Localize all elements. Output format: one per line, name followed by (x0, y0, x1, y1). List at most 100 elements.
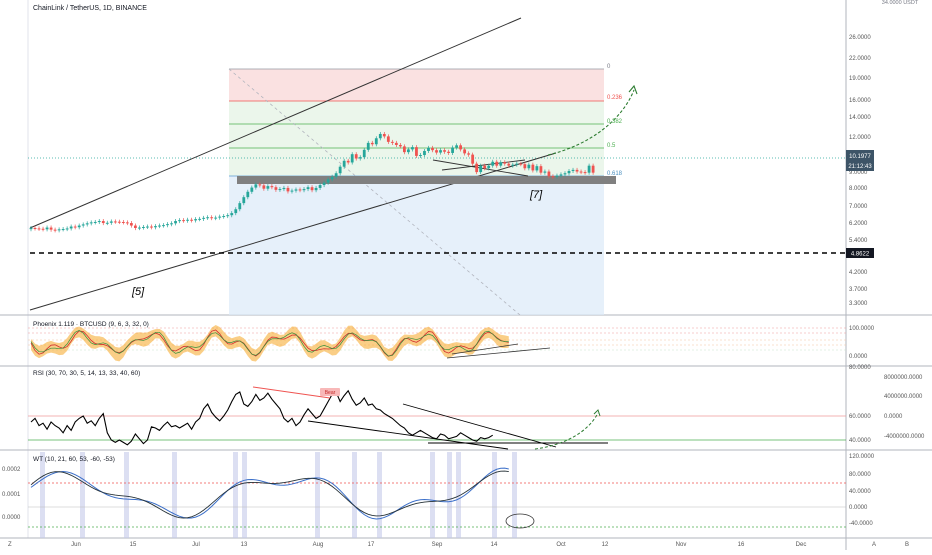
candle (202, 215, 206, 221)
candle-body (402, 146, 406, 153)
candle (97, 219, 101, 225)
rsi-indicator-pane (28, 386, 846, 450)
candle (519, 161, 523, 167)
candle (298, 187, 302, 193)
candle (142, 224, 145, 230)
candle (170, 221, 173, 227)
candle-body (234, 209, 238, 214)
candle-body (587, 165, 591, 173)
candle-body (77, 225, 81, 228)
candle (451, 145, 454, 156)
wedge-bottom-line (441, 159, 526, 171)
candle-body (190, 219, 193, 221)
projection-arrow-head (628, 84, 638, 95)
fib-zone-1 (229, 101, 604, 124)
candle (290, 188, 294, 194)
phoenix-title: Phoenix 1.119 · BTCUSD (9, 6, 3, 32, 0) (33, 321, 149, 328)
phoenix-indicator-pane (28, 324, 846, 362)
candle (563, 171, 567, 177)
auto-scale-button[interactable]: A (872, 542, 876, 548)
wt-signal-bar (352, 452, 357, 538)
wt-signal-bar (512, 452, 517, 538)
candle-body (467, 153, 471, 155)
zoom-reset-button[interactable]: Z (8, 542, 12, 548)
support-zone-bar (237, 176, 616, 184)
candle (310, 185, 314, 193)
candle-body (535, 166, 539, 171)
candle (210, 215, 214, 221)
candle (138, 225, 141, 231)
current-price-tag (846, 150, 874, 161)
candle (306, 185, 310, 192)
candle (330, 174, 334, 182)
candle (270, 184, 274, 190)
time-axis-label: 16 (738, 542, 745, 548)
candle-body (97, 221, 101, 223)
candle-body (314, 187, 318, 191)
candle-body (559, 174, 563, 176)
candle (101, 219, 105, 226)
price-tick: 8.0000 (849, 186, 868, 192)
candle-body (310, 187, 314, 191)
candle-body (73, 226, 77, 228)
candle-body (487, 165, 491, 169)
rsi-bear-divergence (252, 386, 331, 399)
candle-body (33, 227, 37, 229)
candle-body (230, 213, 234, 216)
candle (366, 140, 370, 152)
log-scale-button[interactable]: B (905, 542, 909, 548)
candle-body (81, 224, 85, 226)
candle-body (322, 182, 326, 186)
candle (362, 147, 366, 160)
wt-signal-bar (124, 452, 129, 538)
candle-body (89, 222, 93, 224)
candle (258, 182, 262, 188)
wt-signal-bar (315, 452, 320, 538)
candle-body (270, 186, 274, 188)
candle (29, 225, 33, 232)
candle-body (330, 176, 334, 180)
candle-body (571, 169, 575, 171)
candle-body (547, 171, 551, 177)
candle-body (326, 179, 330, 183)
wt-tick-40: 40.0000 (849, 489, 871, 495)
candle-body (386, 136, 390, 142)
candle (402, 144, 406, 155)
candle (358, 155, 362, 161)
time-axis-label: Jun (71, 542, 81, 548)
candle (109, 219, 113, 225)
candle (41, 226, 45, 232)
candle (314, 185, 318, 193)
candle-body (415, 147, 418, 156)
candle (286, 185, 290, 194)
candle (282, 185, 286, 192)
fib-label-0: 0 (607, 64, 611, 70)
candle-body (158, 225, 161, 227)
fib-label-0618: 0.618 (607, 171, 623, 177)
rsi-tick-40: 40.0000 (849, 438, 871, 444)
candle (378, 131, 382, 141)
candle-body (138, 227, 141, 229)
trend-drawings[interactable] (29, 17, 846, 311)
time-axis[interactable]: Jun 15 Jul 13 Aug 17 Sep 14 Oct 12 Nov 16 Dec (71, 542, 806, 548)
candle-body (166, 224, 169, 226)
candle (246, 189, 250, 200)
candle (539, 164, 543, 175)
wt-left-tick-2: 0.0001 (2, 492, 21, 498)
fib-label-0236: 0.236 (607, 95, 623, 101)
candle (370, 140, 374, 147)
candle-body (302, 189, 306, 191)
candle-body (523, 164, 527, 169)
level-price-value: 4.8622 (851, 252, 870, 258)
candle (583, 170, 587, 175)
countdown-tag (846, 161, 874, 171)
candle (591, 163, 595, 175)
candle (515, 161, 519, 167)
candle (475, 161, 479, 175)
candle (511, 162, 515, 168)
rsi-title: RSI (30, 70, 30, 5, 14, 13, 33, 40, 60) (33, 370, 140, 377)
candle-body (93, 221, 97, 223)
candle-body (286, 187, 290, 192)
price-axis-top-label: 34.0000 USDT (882, 0, 919, 6)
fibonacci-retracement[interactable] (228, 68, 604, 316)
